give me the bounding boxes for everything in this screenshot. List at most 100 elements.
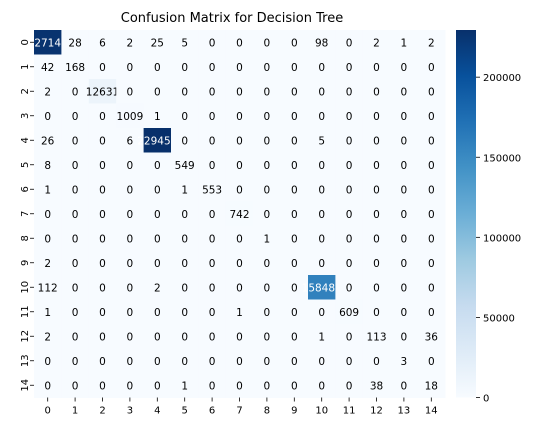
cell-value-label: 0 (291, 307, 298, 319)
heatmap-cell (225, 299, 254, 325)
heatmap-cell (280, 103, 309, 129)
heatmap-cell (171, 373, 199, 398)
heatmap-cell (280, 79, 309, 104)
cell-value-label: 0 (72, 111, 79, 123)
cell-value-label: 0 (209, 209, 216, 221)
heatmap-cell (143, 373, 172, 398)
x-tick-label: 8 (264, 406, 270, 417)
heatmap-cell (362, 30, 391, 55)
cell-value-label: 0 (181, 307, 188, 319)
x-tick-label: 11 (343, 406, 356, 417)
cell-value-label: 742 (229, 209, 249, 221)
cell-value-label: 12631 (86, 86, 119, 98)
heatmap-cell (335, 177, 364, 202)
heatmap-cell (198, 152, 227, 178)
heatmap-cell (225, 250, 254, 276)
heatmap-cell (171, 30, 199, 55)
cell-value-label: 0 (209, 282, 216, 294)
cell-value-label: 0 (236, 86, 243, 98)
cell-value-label: 0 (72, 282, 79, 294)
heatmap-cell (308, 299, 336, 325)
colorbar-tick-label: 100000 (483, 233, 521, 244)
cell-value-label: 0 (428, 307, 435, 319)
heatmap-cell (143, 30, 172, 55)
heatmap-cell (390, 324, 419, 349)
cell-value-label: 0 (318, 62, 325, 74)
heatmap-cell (335, 152, 364, 178)
cell-value-label: 0 (99, 160, 106, 172)
heatmap-cell (390, 201, 419, 227)
heatmap-cell (225, 152, 254, 178)
heatmap-cell (417, 79, 446, 104)
cell-value-label: 0 (318, 258, 325, 270)
heatmap-cell (198, 324, 227, 349)
cell-value-label: 0 (401, 307, 408, 319)
heatmap-cell (335, 324, 364, 349)
cell-value-label: 609 (339, 307, 359, 319)
heatmap-cells: 227140 28 6 2 25 5 0 0 0 0 98 0 2 1 242 168 0 0 0 0 0 0 0 0 0 0 0 0… (28, 30, 446, 398)
heatmap-cell (308, 30, 336, 55)
cell-value-label: 1 (401, 37, 408, 49)
cell-value-label: 0 (373, 282, 380, 294)
heatmap-cell (390, 348, 419, 374)
cell-value-label: 0 (72, 233, 79, 245)
cell-value-label: 0 (99, 111, 106, 123)
cell-value-label: 0 (318, 184, 325, 196)
cell-value-label: 0 (236, 233, 243, 245)
heatmap-cell (171, 79, 199, 104)
heatmap-cell (143, 226, 172, 251)
cell-value-label: 0 (209, 62, 216, 74)
heatmap-cell (116, 226, 145, 251)
cell-value-label: 0 (181, 62, 188, 74)
cell-value-label: 0 (209, 160, 216, 172)
cell-value-label: 1 (181, 380, 188, 392)
heatmap-cell (362, 177, 391, 202)
heatmap-cell (417, 226, 446, 251)
heatmap-cell (362, 299, 391, 325)
x-tick-label: 13 (398, 406, 411, 417)
heatmap-cell (225, 373, 254, 398)
cell-value-label: 0 (181, 233, 188, 245)
cell-value-label: 0 (209, 331, 216, 343)
heatmap-cell (34, 128, 62, 153)
cell-value-label: 0 (154, 380, 161, 392)
heatmap-cell (34, 275, 62, 300)
cell-value-label: 0 (373, 184, 380, 196)
heatmap-cell (61, 299, 90, 325)
cell-value-label: 0 (236, 331, 243, 343)
cell-value-label: 42 (41, 62, 54, 74)
heatmap-cell (335, 226, 364, 251)
heatmap-cell (308, 324, 336, 349)
cell-value-label: 0 (346, 160, 353, 172)
cell-value-label: 0 (72, 184, 79, 196)
cell-value-label: 229450 (137, 135, 177, 147)
cell-value-label: 0 (373, 160, 380, 172)
heatmap-cell (362, 275, 391, 300)
heatmap-cell (61, 324, 90, 349)
heatmap-cell (34, 30, 62, 55)
heatmap-cell (280, 348, 309, 374)
heatmap-cell (308, 152, 336, 178)
cell-value-label: 0 (264, 86, 271, 98)
cell-value-label: 0 (346, 111, 353, 123)
heatmap-cell (61, 177, 90, 202)
x-axis-ticks: 0 1 2 3 4 5 6 7 8 9 10 11 12 13 14 (45, 397, 438, 417)
cell-value-label: 0 (401, 380, 408, 392)
heatmap-cell (61, 226, 90, 251)
heatmap-cell (143, 299, 172, 325)
cell-value-label: 0 (346, 380, 353, 392)
heatmap-cell (61, 201, 90, 227)
cell-value-label: 0 (264, 111, 271, 123)
heatmap-cell (61, 250, 90, 276)
heatmap-cell (88, 373, 117, 398)
cell-value-label: 0 (318, 380, 325, 392)
cell-value-label: 0 (181, 86, 188, 98)
heatmap-cell (143, 103, 172, 129)
heatmap-cell (280, 324, 309, 349)
heatmap-cell (253, 324, 282, 349)
heatmap-cell (61, 30, 90, 55)
heatmap-cell (308, 177, 336, 202)
heatmap-cell (116, 348, 145, 374)
x-tick-label: 3 (127, 406, 133, 417)
cell-value-label: 18 (425, 380, 438, 392)
